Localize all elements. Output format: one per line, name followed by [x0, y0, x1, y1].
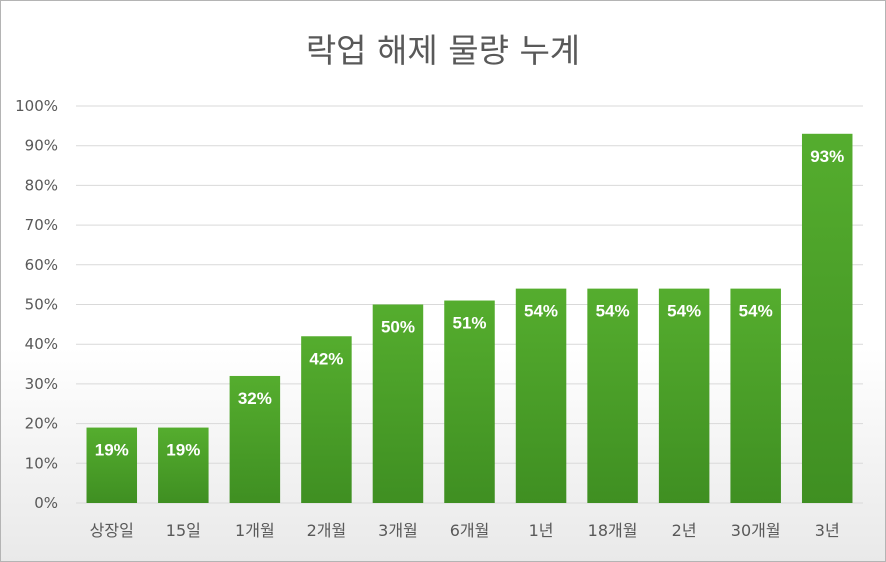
- y-tick-label: 30%: [25, 375, 58, 393]
- data-label: 54%: [667, 302, 701, 321]
- data-label: 51%: [452, 314, 486, 333]
- category-label: 2개월: [307, 521, 347, 540]
- y-tick-label: 20%: [25, 415, 58, 433]
- category-label: 2년: [672, 521, 697, 540]
- data-label: 93%: [810, 147, 844, 166]
- bar: [801, 133, 853, 504]
- category-label: 18개월: [588, 521, 638, 540]
- bar: [301, 336, 352, 503]
- bar: [86, 427, 138, 503]
- category-label: 1년: [529, 521, 554, 540]
- data-label: 54%: [739, 302, 773, 321]
- data-label: 19%: [166, 441, 200, 460]
- bar: [372, 304, 424, 503]
- data-label: 32%: [238, 389, 272, 408]
- category-label: 6개월: [450, 521, 490, 540]
- category-label: 3년: [815, 521, 840, 540]
- y-tick-label: 0%: [34, 494, 58, 512]
- category-label: 상장일: [90, 521, 134, 540]
- data-label: 50%: [381, 318, 415, 337]
- bar: [730, 288, 781, 503]
- data-label: 42%: [309, 349, 343, 368]
- data-labels: 19% 19% 32% 42% 50% 51% 54% 54% 54% 54% 93%: [95, 147, 844, 460]
- category-label: 30개월: [731, 521, 781, 540]
- bar: [444, 300, 495, 503]
- y-tick-label: 90%: [25, 137, 58, 155]
- y-tick-label: 60%: [25, 256, 58, 274]
- category-label: 1개월: [235, 521, 275, 540]
- y-tick-label: 100%: [15, 97, 58, 115]
- y-tick-label: 10%: [25, 454, 58, 472]
- bar: [587, 288, 638, 503]
- y-tick-label: 50%: [25, 296, 58, 314]
- category-label: 3개월: [378, 521, 418, 540]
- data-label: 19%: [95, 441, 129, 460]
- y-tick-label: 70%: [25, 216, 58, 234]
- y-tick-label: 40%: [25, 335, 58, 353]
- bar: [229, 375, 281, 503]
- data-label: 54%: [596, 302, 630, 321]
- bar: [515, 288, 567, 503]
- bar: [658, 288, 710, 503]
- y-tick-label: 80%: [25, 176, 58, 194]
- data-label: 54%: [524, 302, 558, 321]
- chart-title: 락업 해제 물량 누계: [306, 31, 580, 70]
- category-label: 15일: [166, 521, 201, 540]
- y-axis-ticks: 0% 10% 20% 30% 40% 50% 60% 70% 80% 90% 100%: [15, 97, 58, 512]
- x-axis-labels: 상장일 15일 1개월 2개월 3개월 6개월 1년 18개월 2년 30개월 3년: [90, 521, 840, 540]
- bar: [158, 427, 209, 503]
- bars: [86, 133, 853, 504]
